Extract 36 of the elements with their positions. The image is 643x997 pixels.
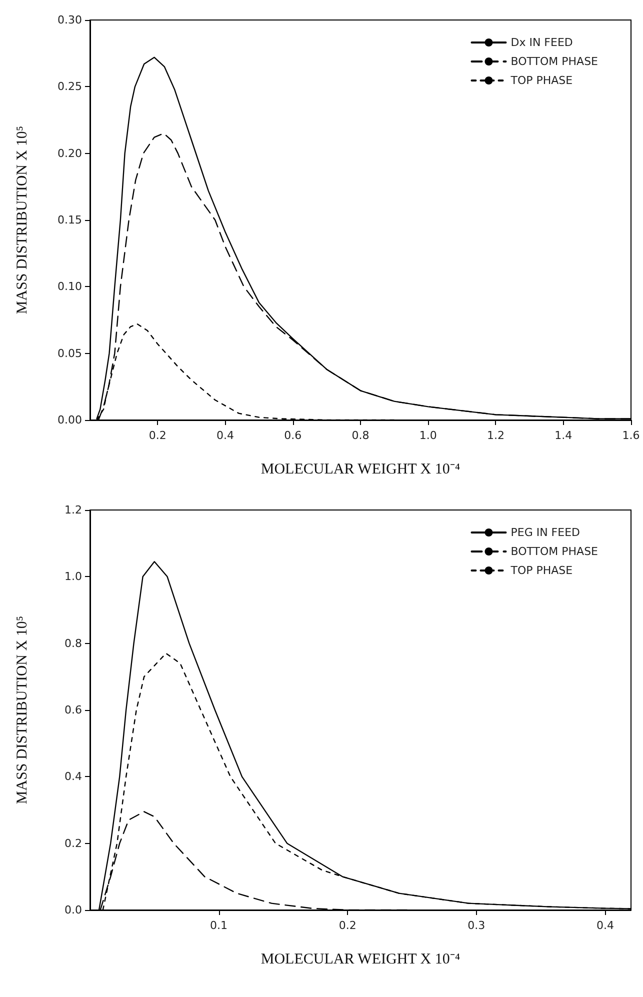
x-axis-title: MOLECULAR WEIGHT X 10⁻⁴ (260, 462, 460, 478)
y-tick-label: 0.20 (58, 146, 82, 160)
y-tick-label: 0.10 (58, 280, 82, 294)
legend-label: Dx IN FEED (510, 36, 573, 49)
legend-label: BOTTOM PHASE (510, 545, 598, 558)
x-tick-label: 0.1 (210, 919, 228, 932)
y-tick-label: 1.0 (64, 570, 82, 584)
legend-label: BOTTOM PHASE (510, 55, 598, 68)
y-axis-title: MASS DISTRIBUTION X 10⁵ (14, 126, 30, 314)
x-tick-label: 1.6 (622, 429, 640, 442)
y-tick-label: 0.25 (58, 80, 82, 94)
x-tick-label: 1.0 (419, 429, 437, 442)
y-tick-label: 0.0 (64, 904, 82, 916)
x-tick-label: 0.6 (284, 429, 302, 442)
legend-label: TOP PHASE (510, 74, 573, 87)
y-tick-label: 0.05 (58, 346, 82, 360)
x-tick-label: 0.4 (216, 429, 234, 442)
y-tick-label: 0.30 (58, 14, 82, 26)
x-tick-label: 1.2 (487, 429, 504, 442)
y-tick-label: 0.00 (58, 414, 82, 426)
x-tick-label: 0.4 (596, 919, 614, 932)
x-tick-label: 0.3 (468, 919, 486, 932)
y-tick-label: 1.2 (64, 504, 82, 516)
y-tick-label: 0.4 (64, 770, 82, 784)
y-tick-label: 0.2 (64, 836, 82, 850)
y-tick-label: 0.6 (64, 704, 82, 716)
y-tick-label: 0.15 (58, 214, 82, 226)
legend-label: TOP PHASE (510, 564, 573, 577)
x-axis-title: MOLECULAR WEIGHT X 10⁻⁴ (260, 952, 460, 968)
legend-label: PEG IN FEED (510, 526, 580, 539)
x-tick-label: 1.4 (554, 429, 572, 442)
y-axis-title: MASS DISTRIBUTION X 10⁵ (14, 616, 30, 804)
y-tick-label: 0.8 (64, 636, 82, 650)
x-tick-label: 0.2 (338, 919, 356, 932)
x-tick-label: 0.8 (352, 429, 370, 442)
x-tick-label: 0.2 (148, 429, 166, 442)
